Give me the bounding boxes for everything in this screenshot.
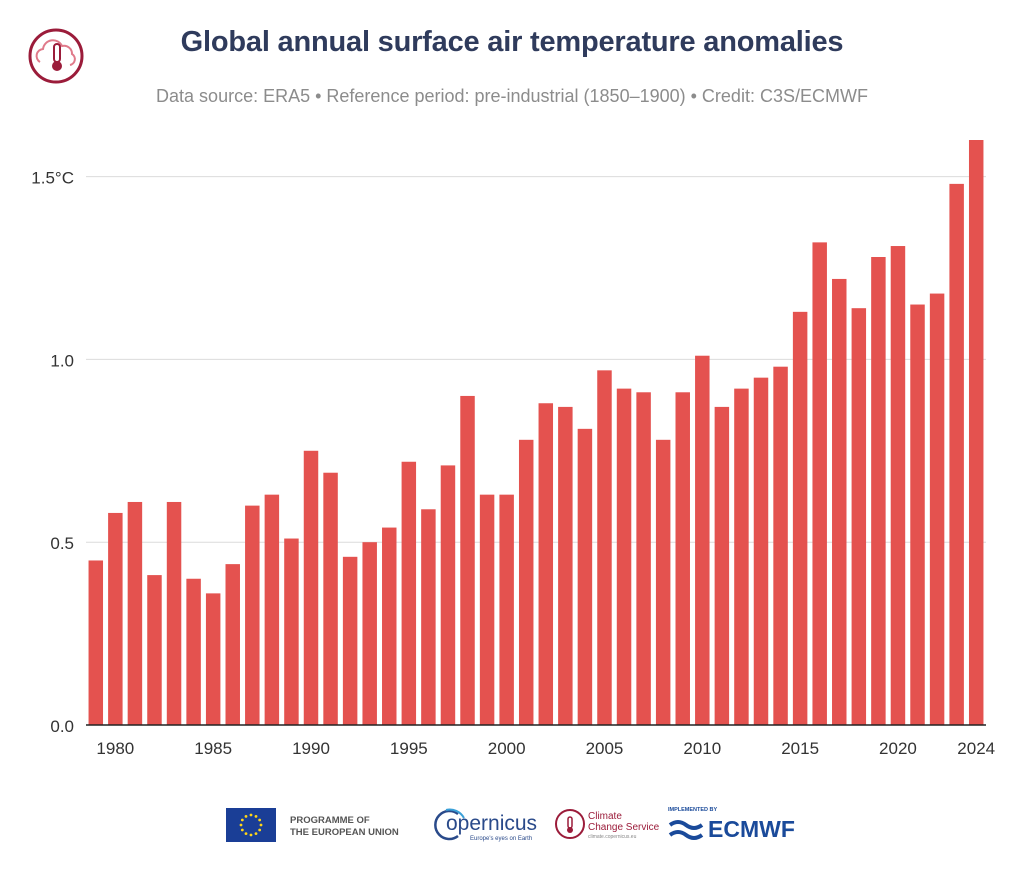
bar-2015 — [792, 311, 808, 725]
ecmwf-wordmark: ECMWF — [708, 816, 795, 842]
bar-2011 — [714, 406, 730, 725]
x-tick-label: 1990 — [292, 739, 330, 758]
x-tick-label: 2024 — [957, 739, 995, 758]
chart-title: Global annual surface air temperature an… — [180, 26, 844, 58]
eu-flag-icon — [226, 808, 276, 842]
x-tick-label: 1980 — [96, 739, 134, 758]
copernicus-tagline: Europe's eyes on Earth — [470, 836, 533, 842]
bar-2024 — [968, 140, 984, 725]
bar-1987 — [245, 505, 260, 725]
bar-1979 — [88, 560, 104, 725]
bar-2004 — [577, 428, 593, 725]
x-tick-label: 1995 — [390, 739, 428, 758]
bar-1990 — [303, 450, 319, 725]
bar-1991 — [323, 472, 338, 725]
x-tick-label: 2000 — [488, 739, 526, 758]
bar-1980 — [108, 512, 123, 725]
bar-1998 — [460, 395, 475, 725]
bar-2017 — [832, 278, 847, 725]
implemented-by-label: IMPLEMENTED BY — [668, 807, 718, 813]
bar-2003 — [558, 406, 573, 725]
y-tick-label: 1.0 — [50, 351, 74, 370]
bar-1996 — [421, 509, 436, 725]
bar-2002 — [538, 403, 554, 725]
eu-star — [244, 832, 248, 836]
x-tick-label: 2005 — [586, 739, 624, 758]
c3s-logo-icon — [555, 809, 585, 839]
eu-star — [249, 833, 253, 837]
bar-2020 — [890, 246, 906, 725]
bar-1988 — [264, 494, 280, 725]
eu-star — [254, 832, 258, 836]
bar-2007 — [636, 392, 651, 725]
bar-1994 — [382, 527, 397, 725]
x-tick-label: 1985 — [194, 739, 232, 758]
eu-star — [240, 818, 244, 822]
y-tick-label: 0.0 — [50, 717, 74, 736]
bar-1997 — [440, 465, 456, 725]
bar-2014 — [773, 366, 788, 725]
bar-2009 — [675, 392, 690, 725]
bar-1989 — [284, 538, 299, 725]
eu-star — [258, 818, 262, 822]
bar-2019 — [871, 257, 886, 725]
bar-1985 — [205, 593, 221, 725]
x-tick-label: 2020 — [879, 739, 917, 758]
bar-1986 — [225, 564, 240, 725]
bar-1981 — [127, 501, 143, 725]
bar-1984 — [186, 578, 201, 725]
eu-star — [258, 828, 262, 832]
eu-star — [259, 823, 263, 827]
y-tick-label: 0.5 — [50, 534, 74, 553]
copernicus-c-icon — [434, 808, 465, 841]
bar-2022 — [929, 293, 945, 725]
c3s-thermometer-logo — [28, 28, 84, 84]
bar-2021 — [910, 304, 925, 725]
x-tick-label: 2010 — [683, 739, 721, 758]
bar-2012 — [734, 388, 749, 725]
bar-1982 — [147, 575, 162, 725]
eu-star — [254, 814, 258, 818]
c3s-name: Climate Change Service — [588, 811, 660, 833]
bar-1993 — [362, 542, 377, 725]
bar-2005 — [597, 370, 612, 725]
c3s-url: climate.copernicus.eu — [588, 834, 637, 840]
bar-2018 — [851, 308, 867, 725]
bar-1999 — [479, 494, 495, 725]
bar-1995 — [401, 461, 417, 725]
copernicus-wordmark: opernicus — [446, 812, 538, 835]
footer-logos: PROGRAMME OF THE EUROPEAN UNION opernicu… — [0, 800, 1024, 860]
eu-star — [239, 823, 243, 827]
bar-2023 — [949, 183, 964, 725]
bar-2006 — [616, 388, 632, 725]
chart-subtitle: Data source: ERA5 • Reference period: pr… — [156, 86, 868, 106]
bar-2010 — [695, 355, 710, 725]
eu-star — [244, 814, 248, 818]
bar-2001 — [518, 439, 534, 725]
ecmwf-swirl-icon — [668, 820, 704, 840]
bar-chart: 0.0 0.5 1.0 1.5°C 1980 1985 1990 1995 2000 2005 20… — [31, 140, 995, 758]
programme-label: PROGRAMME OF THE EUROPEAN UNION — [290, 815, 399, 838]
bar-2008 — [655, 439, 671, 725]
eu-star — [249, 813, 253, 817]
eu-star — [240, 828, 244, 832]
bar-2016 — [812, 242, 827, 725]
bar-2013 — [753, 377, 769, 725]
bar-1992 — [342, 556, 358, 725]
y-tick-label: 1.5°C — [31, 169, 74, 188]
bar-1983 — [166, 501, 182, 725]
x-tick-label: 2015 — [781, 739, 819, 758]
bar-2000 — [499, 494, 514, 725]
